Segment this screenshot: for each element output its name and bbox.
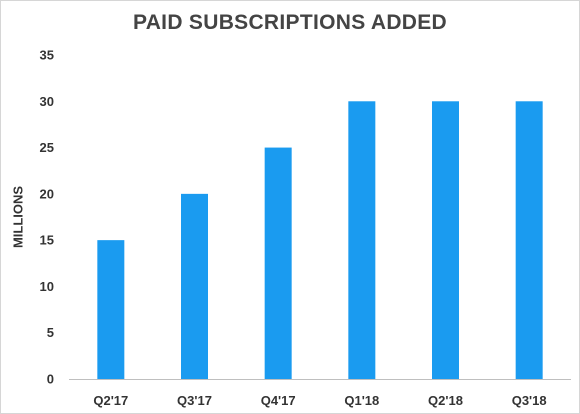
bar xyxy=(181,193,208,379)
y-tick-label: 30 xyxy=(40,94,54,109)
x-tick-label: Q3'18 xyxy=(512,393,547,408)
y-tick-label: 35 xyxy=(40,48,54,63)
chart-title: PAID SUBSCRIPTIONS ADDED xyxy=(132,11,448,34)
bar xyxy=(515,101,543,380)
y-tick-label: 10 xyxy=(40,279,54,294)
bar xyxy=(348,101,376,380)
x-tick-label: Q1'18 xyxy=(344,393,379,408)
bar xyxy=(97,240,125,379)
y-tick-label: 5 xyxy=(47,325,54,340)
y-tick-label: 0 xyxy=(47,372,54,387)
bar xyxy=(264,147,292,379)
x-tick-label: Q4'17 xyxy=(261,393,296,408)
x-tick-label: Q3'17 xyxy=(177,393,212,408)
x-tick-label: Q2'17 xyxy=(93,393,128,408)
x-tick-label: Q2'18 xyxy=(428,393,463,408)
y-tick-label: 15 xyxy=(40,233,54,248)
y-tick-label: 25 xyxy=(40,140,54,155)
y-tick-label: 20 xyxy=(40,186,54,201)
bar xyxy=(432,101,459,380)
